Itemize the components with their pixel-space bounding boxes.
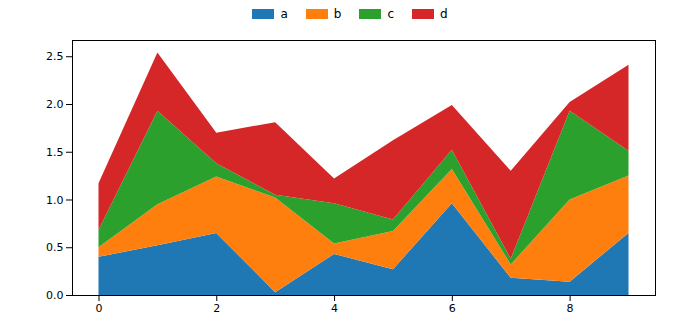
svg-text:6: 6 (449, 302, 456, 315)
svg-text:8: 8 (567, 302, 574, 315)
svg-text:2.0: 2.0 (46, 98, 64, 111)
svg-text:2: 2 (213, 302, 220, 315)
svg-text:1.0: 1.0 (46, 194, 64, 207)
svg-text:0.0: 0.0 (46, 289, 64, 302)
svg-text:0: 0 (96, 302, 103, 315)
html-text:c: c (387, 7, 394, 21)
html-text:a: a (280, 7, 288, 21)
html-text:d: d (440, 7, 448, 21)
html-text:b: b (333, 7, 342, 21)
svg-text:2.5: 2.5 (46, 50, 64, 63)
svg-text:4: 4 (331, 302, 338, 315)
svg-text:1.5: 1.5 (46, 146, 64, 159)
svg-text:0.5: 0.5 (46, 241, 64, 254)
